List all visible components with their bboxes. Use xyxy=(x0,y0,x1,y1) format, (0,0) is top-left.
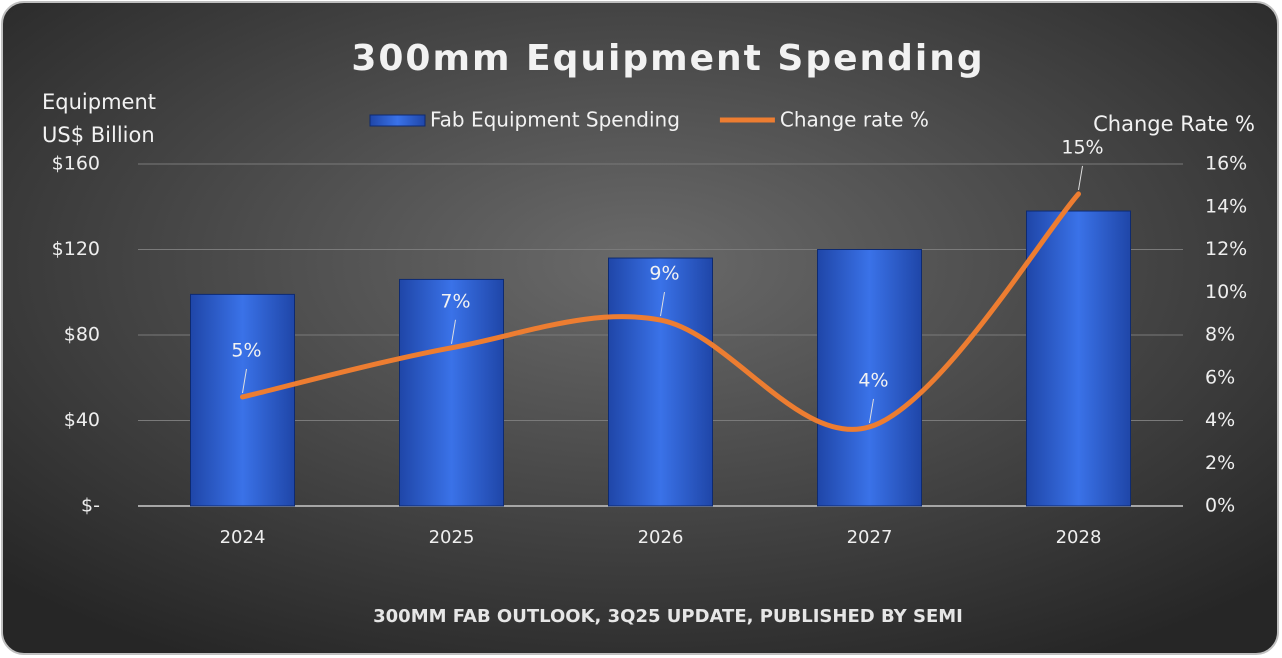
legend-label: Fab Equipment Spending xyxy=(430,108,680,132)
y2-tick-label: 16% xyxy=(1205,153,1247,175)
label-leader xyxy=(242,368,247,394)
y2-tick-label: 12% xyxy=(1205,238,1247,260)
bar xyxy=(817,249,922,507)
label-leader xyxy=(660,291,665,317)
y-tick-label: $- xyxy=(81,495,100,517)
y2-tick-label: 2% xyxy=(1205,452,1235,474)
chart-title: 300mm Equipment Spending xyxy=(351,38,984,79)
legend-label: Change rate % xyxy=(780,108,929,132)
y-tick-label: $40 xyxy=(64,409,100,431)
legend-swatch xyxy=(369,114,426,127)
y-tick-label: $120 xyxy=(52,238,100,260)
y2-tick-label: 8% xyxy=(1205,324,1235,346)
x-tick-label: 2026 xyxy=(638,527,684,548)
y-axis-title: US$ Billion xyxy=(42,123,155,147)
x-tick-label: 2028 xyxy=(1056,527,1102,548)
bar xyxy=(608,257,713,507)
x-tick-label: 2027 xyxy=(847,527,893,548)
y2-axis-title: Change Rate % xyxy=(1093,112,1255,136)
y2-tick-label: 10% xyxy=(1205,281,1247,303)
footnote: 300MM FAB OUTLOOK, 3Q25 UPDATE, PUBLISHE… xyxy=(373,606,963,627)
y2-tick-label: 4% xyxy=(1205,409,1235,431)
y-axis-title: Equipment xyxy=(42,90,156,114)
data-label: 5% xyxy=(231,339,261,361)
y-tick-label: $80 xyxy=(64,324,100,346)
y2-tick-label: 0% xyxy=(1205,495,1235,517)
label-leader xyxy=(1078,165,1083,191)
data-label: 9% xyxy=(649,263,679,285)
line xyxy=(240,191,1081,432)
data-label: 15% xyxy=(1061,136,1103,158)
bar xyxy=(190,293,295,507)
x-tick-label: 2025 xyxy=(429,527,475,548)
x-tick-label: 2024 xyxy=(220,527,266,548)
y2-tick-label: 6% xyxy=(1205,366,1235,388)
data-label: 7% xyxy=(440,290,470,312)
label-leader xyxy=(451,319,456,344)
label-leader xyxy=(869,398,874,423)
bar xyxy=(399,278,504,507)
y-tick-label: $160 xyxy=(52,153,100,175)
bar xyxy=(1026,210,1131,507)
data-label: 4% xyxy=(858,369,888,391)
y2-tick-label: 14% xyxy=(1205,195,1247,217)
